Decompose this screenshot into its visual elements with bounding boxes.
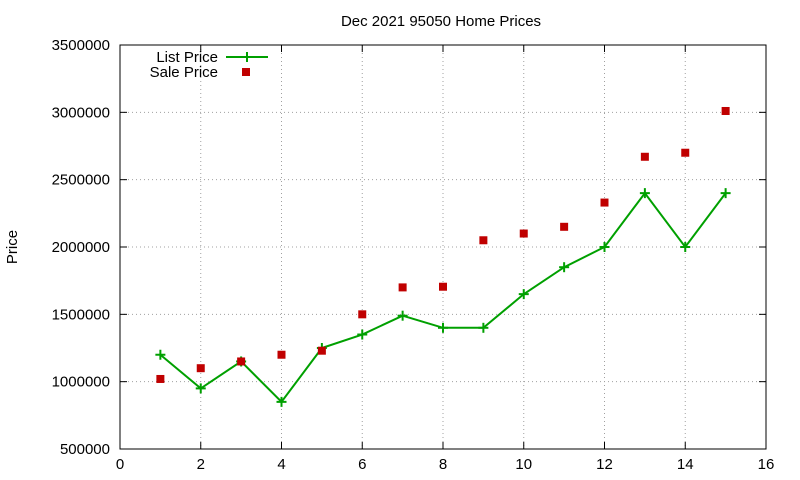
list-price-point bbox=[518, 289, 529, 300]
list-price-point bbox=[720, 188, 731, 199]
x-tick-label: 8 bbox=[439, 456, 447, 473]
series-layer bbox=[155, 106, 731, 407]
y-tick-label: 2000000 bbox=[52, 239, 110, 256]
list-price-point bbox=[680, 242, 691, 252]
list-price-point bbox=[438, 322, 448, 333]
sale-price-point bbox=[317, 346, 326, 355]
legend-label-sale-price: Sale Price bbox=[150, 64, 218, 81]
grid-lines bbox=[120, 45, 766, 449]
legend-label-list-price: List Price bbox=[156, 49, 218, 66]
list-price-point bbox=[478, 322, 489, 333]
sale-price-point bbox=[721, 106, 730, 115]
list-price-point bbox=[559, 262, 570, 273]
legend: List Price Sale Price bbox=[150, 49, 268, 81]
x-tick-label: 0 bbox=[116, 456, 124, 473]
list-price-point bbox=[357, 329, 368, 340]
y-axis-label: Price bbox=[4, 230, 21, 264]
list-price-point bbox=[599, 242, 610, 252]
x-tick-label: 2 bbox=[197, 456, 205, 473]
legend-marker-list-price bbox=[242, 52, 252, 62]
sale-price-point bbox=[439, 282, 447, 291]
list-price-point bbox=[639, 188, 650, 199]
legend-swatches bbox=[226, 52, 268, 76]
x-tick-label: 14 bbox=[677, 456, 694, 473]
x-tick-label: 16 bbox=[758, 456, 775, 473]
sale-price-point bbox=[398, 283, 407, 292]
chart-title: Dec 2021 95050 Home Prices bbox=[341, 13, 541, 30]
y-tick-label: 1500000 bbox=[52, 306, 110, 323]
list-price-point bbox=[155, 349, 166, 360]
sale-price-point bbox=[560, 222, 569, 231]
list-price-point bbox=[276, 396, 287, 407]
sale-price-point bbox=[479, 236, 488, 245]
sale-price-point bbox=[156, 374, 165, 383]
x-tick-label: 10 bbox=[515, 456, 532, 473]
sale-price-point bbox=[600, 198, 609, 207]
legend-swatch-sale-price bbox=[242, 68, 250, 76]
y-tick-label: 3000000 bbox=[52, 104, 110, 121]
sale-price-point bbox=[358, 310, 367, 319]
sale-price-point bbox=[196, 364, 205, 373]
sale-price-point bbox=[519, 229, 528, 238]
sale-price-point bbox=[237, 357, 246, 366]
x-tick-label: 12 bbox=[596, 456, 613, 473]
list-price-point bbox=[397, 310, 408, 321]
list-price-point bbox=[195, 383, 206, 394]
x-tick-label: 6 bbox=[358, 456, 366, 473]
x-tick-label: 4 bbox=[277, 456, 285, 473]
y-tick-label: 2500000 bbox=[52, 172, 110, 189]
y-tick-label: 500000 bbox=[60, 441, 110, 458]
axis-ticks bbox=[119, 44, 767, 450]
tick-labels: 0 2 4 6 8 10 12 14 16 500000 1000000 1500000 2000000… bbox=[52, 37, 775, 473]
y-tick-label: 1000000 bbox=[52, 374, 110, 391]
sale-price-point bbox=[640, 152, 649, 161]
plot-frame bbox=[119, 44, 767, 450]
sale-price-point bbox=[277, 350, 286, 359]
y-tick-label: 3500000 bbox=[52, 37, 110, 54]
sale-price-point bbox=[681, 148, 690, 157]
